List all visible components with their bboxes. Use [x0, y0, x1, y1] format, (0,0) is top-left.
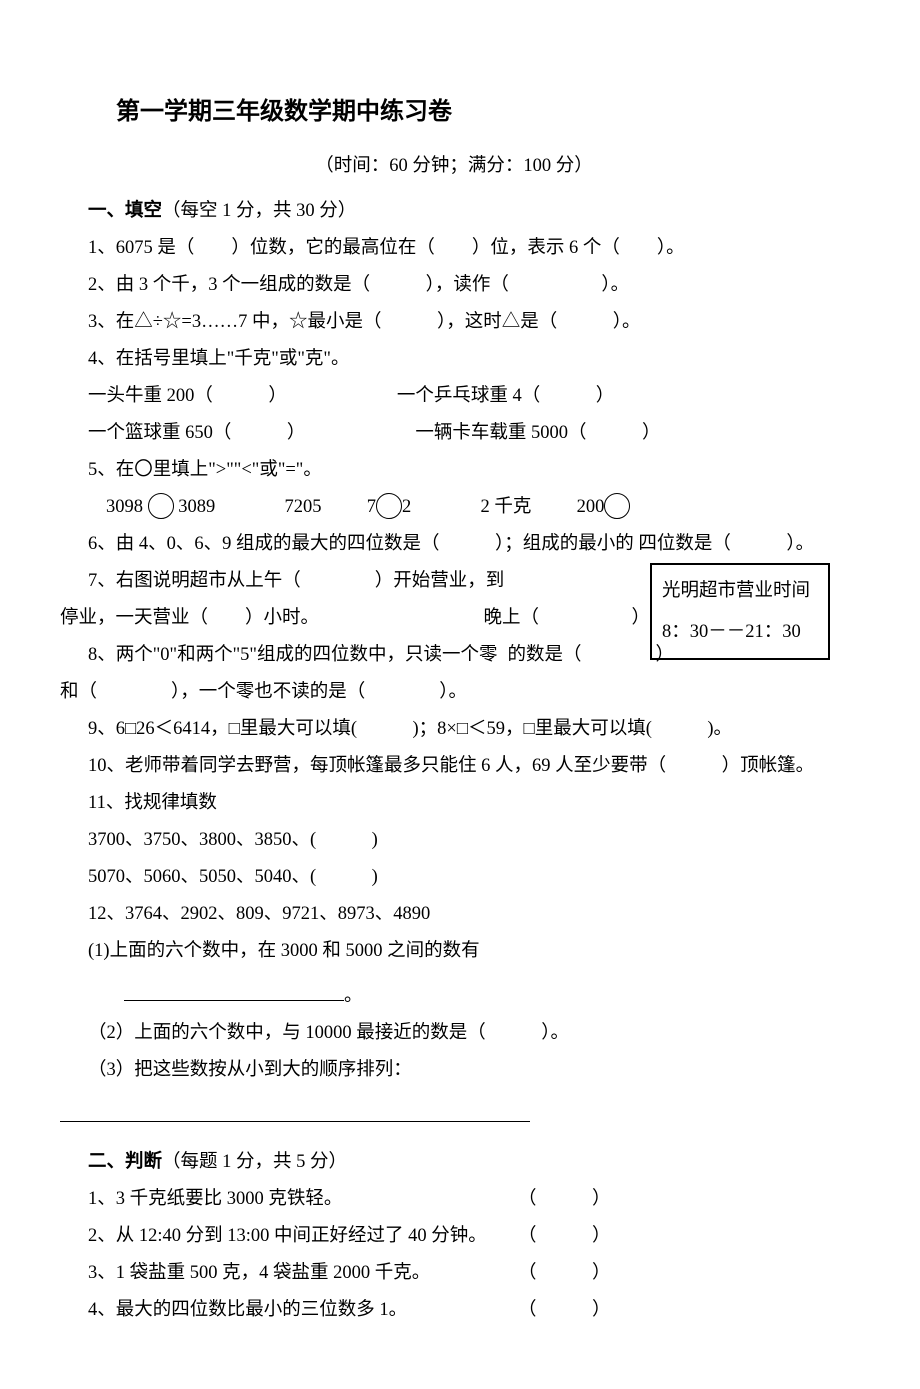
q7b: 晚上（ ）	[483, 600, 650, 637]
tf-paren: （ ）	[518, 1292, 611, 1329]
q5: 5、在〇里填上">""<"或"="。	[88, 452, 860, 489]
q10: 10、老师带着同学去野营，每顶帐篷最多只能住 6 人，69 人至少要带（ ）顶帐…	[88, 748, 860, 785]
q4b: 一个篮球重 650（ ） 一辆卡车载重 5000（ ）	[88, 415, 860, 452]
q7-block: 光明超市营业时间 8：30－－21：30 7、右图说明超市从上午（ ）开始营业，…	[88, 563, 860, 674]
section-1-heading: 一、填空（每空 1 分，共 30 分）	[88, 193, 860, 230]
blank-line	[60, 1102, 530, 1122]
q12a-end: 。	[344, 986, 363, 1006]
q5-v4: 7	[367, 497, 376, 517]
q5-row: 3098 3089 7205 7 2 2 千克 200	[106, 489, 860, 526]
q3: 3、在△÷☆=3……7 中，☆最小是（ ），这时△是（ ）。	[88, 304, 860, 341]
q12c-blank	[60, 1099, 860, 1136]
q11b: 5070、5060、5050、5040、( )	[88, 859, 860, 896]
q5-v3: 7205	[285, 497, 322, 517]
section-2-heading-rest: （每题 1 分，共 5 分）	[162, 1152, 347, 1172]
tf-row: 4、最大的四位数比最小的三位数多 1。（ ）	[88, 1292, 860, 1329]
q12b: （2）上面的六个数中，与 10000 最接近的数是（ ）。	[88, 1015, 860, 1052]
tf-paren: （ ）	[518, 1181, 611, 1218]
section-2-heading-bold: 二、判断	[88, 1152, 162, 1172]
tf-row: 2、从 12:40 分到 13:00 中间正好经过了 40 分钟。（ ）	[88, 1218, 860, 1255]
q4a-right: 一个乒乓球重 4（ ）	[397, 386, 614, 406]
q8a: 8、两个"0"和两个"5"组成的四位数中，只读一个零	[88, 645, 497, 665]
doc-subtitle: （时间：60 分钟；满分：100 分）	[48, 148, 860, 185]
business-hours-box: 光明超市营业时间 8：30－－21：30	[650, 563, 830, 660]
tf-text: 4、最大的四位数比最小的三位数多 1。	[88, 1292, 518, 1329]
q6: 6、由 4、0、6、9 组成的最大的四位数是（ ）；组成的最小的 四位数是（ ）…	[88, 526, 860, 563]
q4a-left: 一头牛重 200（ ）	[88, 386, 287, 406]
q12c: （3）把这些数按从小到大的顺序排列：	[88, 1052, 860, 1089]
tf-row: 3、1 袋盐重 500 克，4 袋盐重 2000 千克。（ ）	[88, 1255, 860, 1292]
q1: 1、6075 是（ ）位数，它的最高位在（ ）位，表示 6 个（ ）。	[88, 230, 860, 267]
q12: 12、3764、2902、809、9721、8973、4890	[88, 896, 860, 933]
q5-v6: 2 千克	[481, 497, 532, 517]
q5-v2: 3089	[178, 497, 215, 517]
q7a: 7、右图说明超市从上午（ ）开始营业，到	[88, 571, 504, 591]
tf-paren: （ ）	[518, 1218, 611, 1255]
tf-text: 3、1 袋盐重 500 克，4 袋盐重 2000 千克。	[88, 1255, 518, 1292]
q4: 4、在括号里填上"千克"或"克"。	[88, 341, 860, 378]
compare-circle-icon	[604, 493, 630, 519]
q8b: 的数是（ ）	[507, 637, 674, 674]
compare-circle-icon	[376, 493, 402, 519]
blank-line	[124, 981, 344, 1001]
section-2-heading: 二、判断（每题 1 分，共 5 分）	[88, 1144, 860, 1181]
box-time: 8：30－－21：30	[662, 612, 818, 653]
tf-text: 1、3 千克纸要比 3000 克铁轻。	[88, 1181, 518, 1218]
q4b-right: 一辆卡车载重 5000（ ）	[415, 423, 660, 443]
q4a: 一头牛重 200（ ） 一个乒乓球重 4（ ）	[88, 378, 860, 415]
q4b-left: 一个篮球重 650（ ）	[88, 423, 305, 443]
tf-paren: （ ）	[518, 1255, 611, 1292]
q9: 9、6□26＜6414，□里最大可以填( )；8×□＜59，□里最大可以填( )…	[88, 711, 860, 748]
box-title: 光明超市营业时间	[662, 571, 818, 612]
q5-v5: 2	[402, 497, 411, 517]
q11: 11、找规律填数	[88, 785, 860, 822]
q12a-blank: 。	[124, 978, 860, 1015]
q12a: (1)上面的六个数中，在 3000 和 5000 之间的数有	[88, 933, 860, 970]
q8-line2: 和（ ），一个零也不读的是（ ）。	[60, 674, 860, 711]
section-1-heading-bold: 一、填空	[88, 201, 162, 221]
doc-title: 第一学期三年级数学期中练习卷	[116, 88, 860, 136]
q11a: 3700、3750、3800、3850、( )	[88, 822, 860, 859]
compare-circle-icon	[148, 493, 174, 519]
q2: 2、由 3 个千，3 个一组成的数是（ ），读作（ ）。	[88, 267, 860, 304]
tf-text: 2、从 12:40 分到 13:00 中间正好经过了 40 分钟。	[88, 1218, 518, 1255]
section-1-heading-rest: （每空 1 分，共 30 分）	[162, 201, 356, 221]
q5-v1: 3098	[106, 497, 143, 517]
q5-v7: 200	[577, 497, 605, 517]
tf-row: 1、3 千克纸要比 3000 克铁轻。（ ）	[88, 1181, 860, 1218]
